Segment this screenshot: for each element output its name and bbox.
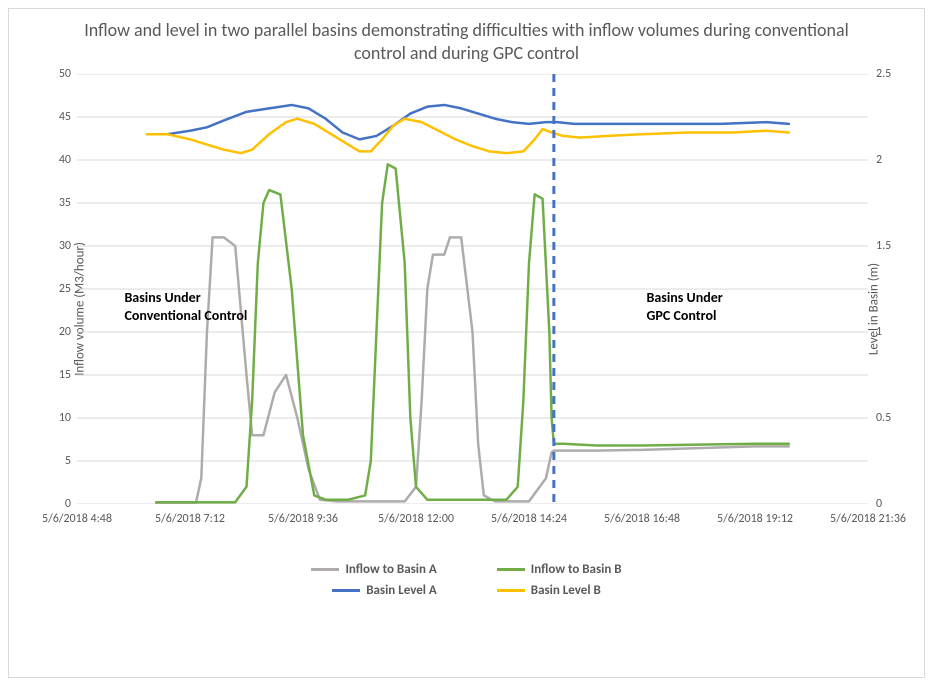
x-tick-label: 5/6/2018 19:12 xyxy=(717,512,793,526)
x-tick-label: 5/6/2018 7:12 xyxy=(155,512,225,526)
chart-container: Inflow and level in two parallel basins … xyxy=(8,8,925,678)
y-left-tick-label: 40 xyxy=(41,153,71,167)
y-right-tick-label: 2 xyxy=(876,153,906,167)
y-left-tick-label: 20 xyxy=(41,325,71,339)
annotation-gpc: Basins UnderGPC Control xyxy=(647,289,723,325)
y-right-tick-label: 0.5 xyxy=(876,411,906,425)
y-left-tick-label: 35 xyxy=(41,196,71,210)
legend-row: Basin Level A Basin Level B xyxy=(17,583,916,598)
y-left-tick-label: 50 xyxy=(41,67,71,81)
legend-swatch xyxy=(497,589,525,592)
y-right-tick-label: 2.5 xyxy=(876,67,906,81)
y-left-tick-label: 45 xyxy=(41,110,71,124)
y-left-tick-label: 5 xyxy=(41,454,71,468)
plot-area: Basins UnderConventional Control Basins … xyxy=(77,74,868,504)
y-left-tick-label: 30 xyxy=(41,239,71,253)
x-axis-ticks: 5/6/2018 4:485/6/2018 7:125/6/2018 9:365… xyxy=(77,506,868,544)
legend-label: Inflow to Basin B xyxy=(531,562,622,577)
legend-item: Basin Level B xyxy=(497,583,601,598)
plot-wrap: Inflow volume (M3/hour) Level in Basin (… xyxy=(17,74,916,544)
legend-item: Basin Level A xyxy=(332,583,437,598)
y-right-tick-label: 1.5 xyxy=(876,239,906,253)
y-left-tick-label: 10 xyxy=(41,411,71,425)
x-tick-label: 5/6/2018 16:48 xyxy=(604,512,680,526)
annotation-conventional: Basins UnderConventional Control xyxy=(124,289,247,325)
legend-swatch xyxy=(497,568,525,571)
legend-swatch xyxy=(311,568,339,571)
legend-item: Inflow to Basin A xyxy=(311,562,436,577)
x-tick-label: 5/6/2018 14:24 xyxy=(491,512,567,526)
x-tick-label: 5/6/2018 21:36 xyxy=(830,512,906,526)
y-right-tick-label: 0 xyxy=(876,497,906,511)
legend: Inflow to Basin A Inflow to Basin B Basin… xyxy=(17,544,916,598)
y-axis-right-ticks: 00.511.522.5 xyxy=(872,74,902,504)
legend-label: Inflow to Basin A xyxy=(345,562,436,577)
x-tick-label: 5/6/2018 4:48 xyxy=(42,512,112,526)
y-axis-left-ticks: 05101520253035404550 xyxy=(45,74,75,504)
legend-label: Basin Level B xyxy=(531,583,601,598)
chart-title: Inflow and level in two parallel basins … xyxy=(17,15,916,74)
y-left-tick-label: 15 xyxy=(41,368,71,382)
y-left-tick-label: 25 xyxy=(41,282,71,296)
x-tick-label: 5/6/2018 9:36 xyxy=(268,512,338,526)
y-left-tick-label: 0 xyxy=(41,497,71,511)
legend-row: Inflow to Basin A Inflow to Basin B xyxy=(17,562,916,577)
legend-label: Basin Level A xyxy=(366,583,437,598)
x-tick-label: 5/6/2018 12:00 xyxy=(378,512,454,526)
y-right-tick-label: 1 xyxy=(876,325,906,339)
legend-swatch xyxy=(332,589,360,592)
legend-item: Inflow to Basin B xyxy=(497,562,622,577)
